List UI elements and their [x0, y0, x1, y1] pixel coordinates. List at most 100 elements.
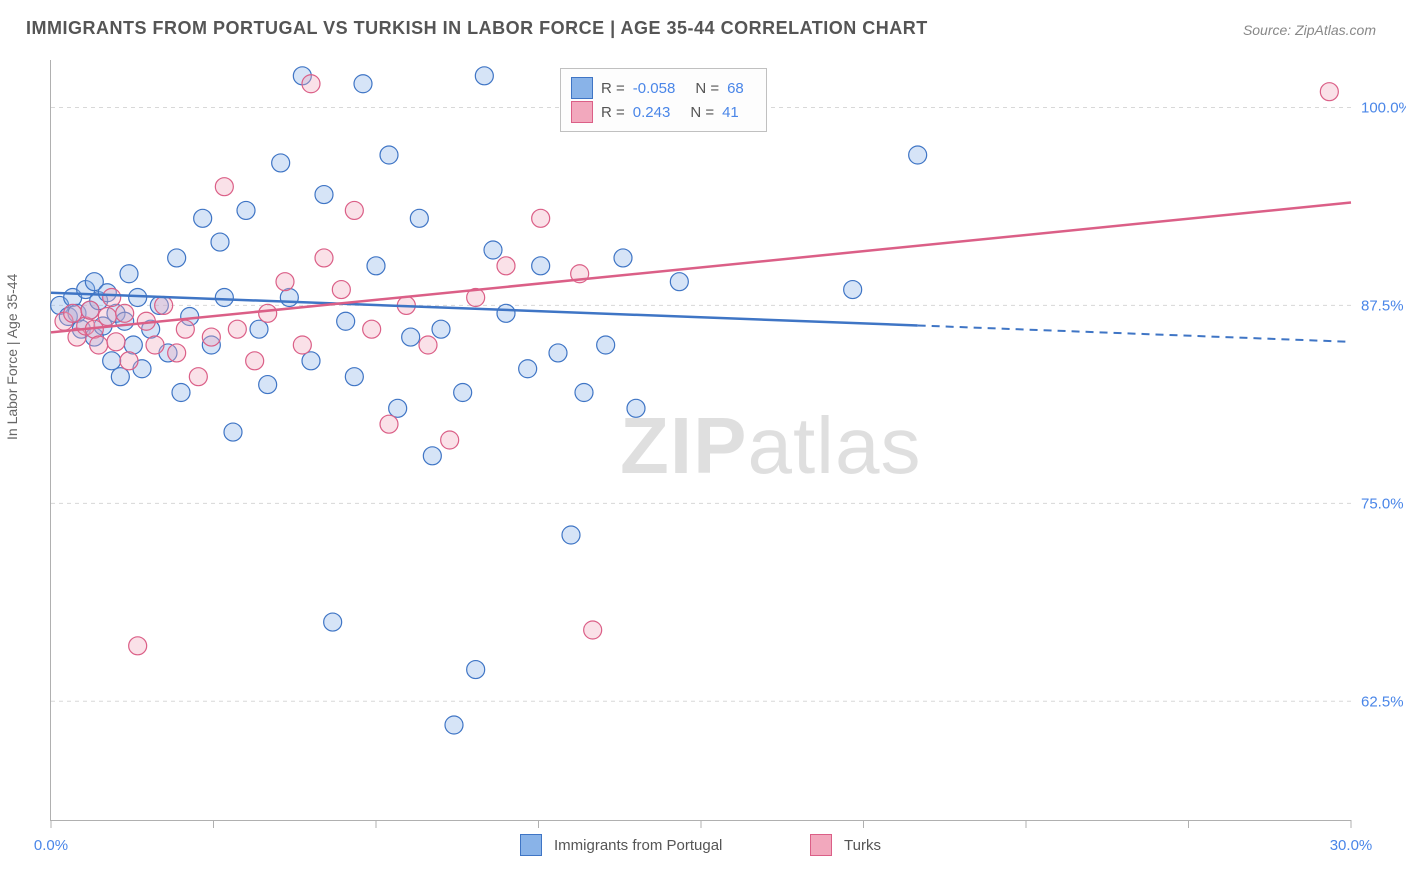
- scatter-point: [103, 352, 121, 370]
- scatter-point: [562, 526, 580, 544]
- scatter-point: [454, 384, 472, 402]
- scatter-point: [302, 352, 320, 370]
- stats-legend-row: R =-0.058N =68: [571, 77, 756, 99]
- legend-swatch: [810, 834, 832, 856]
- source-label: Source: ZipAtlas.com: [1243, 22, 1376, 38]
- chart-svg: 62.5%75.0%87.5%100.0%0.0%30.0%: [51, 60, 1351, 820]
- scatter-point: [627, 399, 645, 417]
- scatter-point: [441, 431, 459, 449]
- scatter-point: [215, 178, 233, 196]
- scatter-point: [380, 146, 398, 164]
- y-axis-label: In Labor Force | Age 35-44: [4, 274, 20, 440]
- scatter-point: [345, 368, 363, 386]
- scatter-point: [293, 336, 311, 354]
- scatter-point: [354, 75, 372, 93]
- scatter-point: [259, 304, 277, 322]
- scatter-point: [90, 336, 108, 354]
- svg-text:100.0%: 100.0%: [1361, 100, 1406, 117]
- scatter-point: [497, 304, 515, 322]
- scatter-point: [280, 289, 298, 307]
- scatter-point: [432, 320, 450, 338]
- scatter-point: [410, 209, 428, 227]
- stats-legend: R =-0.058N =68R = 0.243N =41: [560, 68, 767, 132]
- scatter-point: [445, 716, 463, 734]
- scatter-point: [597, 336, 615, 354]
- scatter-point: [194, 209, 212, 227]
- scatter-point: [475, 67, 493, 85]
- scatter-point: [211, 233, 229, 251]
- svg-text:0.0%: 0.0%: [34, 837, 68, 854]
- scatter-point: [332, 281, 350, 299]
- scatter-point: [124, 336, 142, 354]
- scatter-point: [532, 257, 550, 275]
- svg-text:87.5%: 87.5%: [1361, 297, 1404, 314]
- scatter-point: [324, 613, 342, 631]
- scatter-point: [419, 336, 437, 354]
- scatter-point: [467, 661, 485, 679]
- scatter-point: [189, 368, 207, 386]
- scatter-point: [337, 312, 355, 330]
- scatter-point: [1320, 83, 1338, 101]
- r-label: R =: [601, 80, 625, 97]
- r-value: -0.058: [633, 80, 676, 97]
- legend-label: Immigrants from Portugal: [554, 837, 722, 854]
- scatter-point: [120, 265, 138, 283]
- scatter-point: [107, 333, 125, 351]
- scatter-point: [402, 328, 420, 346]
- scatter-point: [259, 376, 277, 394]
- scatter-point: [215, 289, 233, 307]
- legend-swatch: [571, 101, 593, 123]
- scatter-point: [497, 257, 515, 275]
- scatter-point: [129, 637, 147, 655]
- scatter-point: [423, 447, 441, 465]
- scatter-point: [315, 249, 333, 267]
- scatter-point: [116, 304, 134, 322]
- legend-label: Turks: [844, 837, 881, 854]
- scatter-point: [380, 415, 398, 433]
- scatter-point: [315, 186, 333, 204]
- scatter-point: [224, 423, 242, 441]
- chart-title: IMMIGRANTS FROM PORTUGAL VS TURKISH IN L…: [26, 18, 928, 39]
- scatter-point: [670, 273, 688, 291]
- scatter-point: [363, 320, 381, 338]
- scatter-point: [389, 399, 407, 417]
- scatter-point: [81, 301, 99, 319]
- scatter-point: [345, 201, 363, 219]
- scatter-point: [584, 621, 602, 639]
- scatter-point: [614, 249, 632, 267]
- scatter-point: [246, 352, 264, 370]
- scatter-point: [228, 320, 246, 338]
- scatter-point: [484, 241, 502, 259]
- n-label: N =: [695, 80, 719, 97]
- scatter-point: [250, 320, 268, 338]
- scatter-point: [844, 281, 862, 299]
- scatter-point: [111, 368, 129, 386]
- legend-swatch: [520, 834, 542, 856]
- scatter-point: [98, 308, 116, 326]
- scatter-point: [549, 344, 567, 362]
- scatter-point: [909, 146, 927, 164]
- scatter-point: [202, 328, 220, 346]
- scatter-point: [367, 257, 385, 275]
- trend-line: [51, 203, 1351, 333]
- svg-text:30.0%: 30.0%: [1330, 837, 1373, 854]
- bottom-legend-turks: Turks: [810, 834, 881, 856]
- scatter-point: [575, 384, 593, 402]
- stats-legend-row: R = 0.243N =41: [571, 101, 756, 123]
- legend-swatch: [571, 77, 593, 99]
- scatter-point: [302, 75, 320, 93]
- bottom-legend-portugal: Immigrants from Portugal: [520, 834, 722, 856]
- scatter-point: [176, 320, 194, 338]
- scatter-point: [168, 344, 186, 362]
- scatter-point: [237, 201, 255, 219]
- scatter-point: [155, 296, 173, 314]
- scatter-point: [120, 352, 138, 370]
- trend-line-dashed: [918, 325, 1351, 341]
- svg-text:75.0%: 75.0%: [1361, 495, 1404, 512]
- scatter-point: [168, 249, 186, 267]
- scatter-point: [172, 384, 190, 402]
- r-label: R =: [601, 104, 625, 121]
- scatter-point: [146, 336, 164, 354]
- scatter-point: [103, 289, 121, 307]
- scatter-point: [519, 360, 537, 378]
